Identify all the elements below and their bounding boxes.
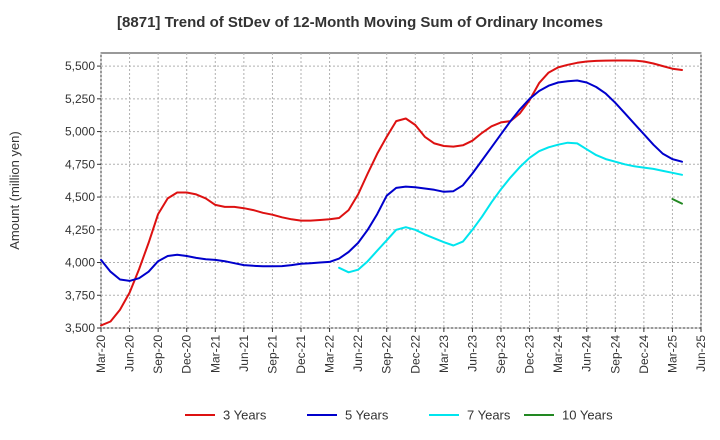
series-line-5-years <box>100 79 683 282</box>
x-tick-label: Sep-20 <box>151 335 165 374</box>
x-tick-label: Dec-23 <box>523 335 537 374</box>
x-tick-label: Mar-24 <box>551 335 565 373</box>
x-tick-label: Sep-21 <box>265 335 279 374</box>
x-tick-label: Mar-22 <box>323 335 337 373</box>
legend-label: 3 Years <box>223 408 267 423</box>
x-tick-label: Sep-22 <box>380 335 394 374</box>
chart-title: [8871] Trend of StDev of 12-Month Moving… <box>117 14 603 31</box>
y-tick-label: 5,500 <box>65 59 95 73</box>
legend-label: 5 Years <box>345 408 389 423</box>
x-tick-label: Jun-24 <box>580 335 594 372</box>
x-tick-label: Jun-23 <box>465 335 479 372</box>
y-tick-label: 3,750 <box>65 288 95 302</box>
x-tick-label: Dec-24 <box>637 335 651 374</box>
y-tick-label: 4,000 <box>65 256 95 270</box>
x-tick-label: Dec-21 <box>294 335 308 374</box>
y-tick-label: 4,500 <box>65 190 95 204</box>
series-lines <box>100 59 683 327</box>
y-axis-title: Amount (million yen) <box>7 131 22 250</box>
x-tick-label: Mar-21 <box>208 335 222 373</box>
x-tick-label: Dec-20 <box>180 335 194 374</box>
x-tick-label: Jun-20 <box>123 335 137 372</box>
x-tick-label: Mar-25 <box>665 335 679 373</box>
x-tick-label: Sep-24 <box>608 335 622 374</box>
y-tick-label: 5,000 <box>65 125 95 139</box>
series-line-3-years <box>100 59 683 327</box>
series-line-10-years <box>671 198 683 205</box>
x-tick-label: Mar-20 <box>94 335 108 373</box>
legend-label: 7 Years <box>467 408 511 423</box>
legend: 3 Years 5 Years 7 Years 10 Years <box>185 408 613 423</box>
y-tick-label: 4,250 <box>65 223 95 237</box>
legend-label: 10 Years <box>562 408 613 423</box>
grid <box>100 53 702 329</box>
x-tick-label: Jun-22 <box>351 335 365 372</box>
x-tick-label: Jun-25 <box>694 335 708 372</box>
x-tick-label: Mar-23 <box>437 335 451 373</box>
x-tick-label: Sep-23 <box>494 335 508 374</box>
y-tick-label: 5,250 <box>65 92 95 106</box>
x-tick-label: Dec-22 <box>408 335 422 374</box>
y-tick-label: 3,500 <box>65 321 95 335</box>
plot-area <box>100 52 702 329</box>
y-tick-label: 4,750 <box>65 157 95 171</box>
axes: 3,500 3,750 4,000 4,250 4,500 4,750 5,000 5,250… <box>65 59 708 374</box>
series-line-7-years <box>338 141 683 274</box>
x-tick-label: Jun-21 <box>237 335 251 372</box>
